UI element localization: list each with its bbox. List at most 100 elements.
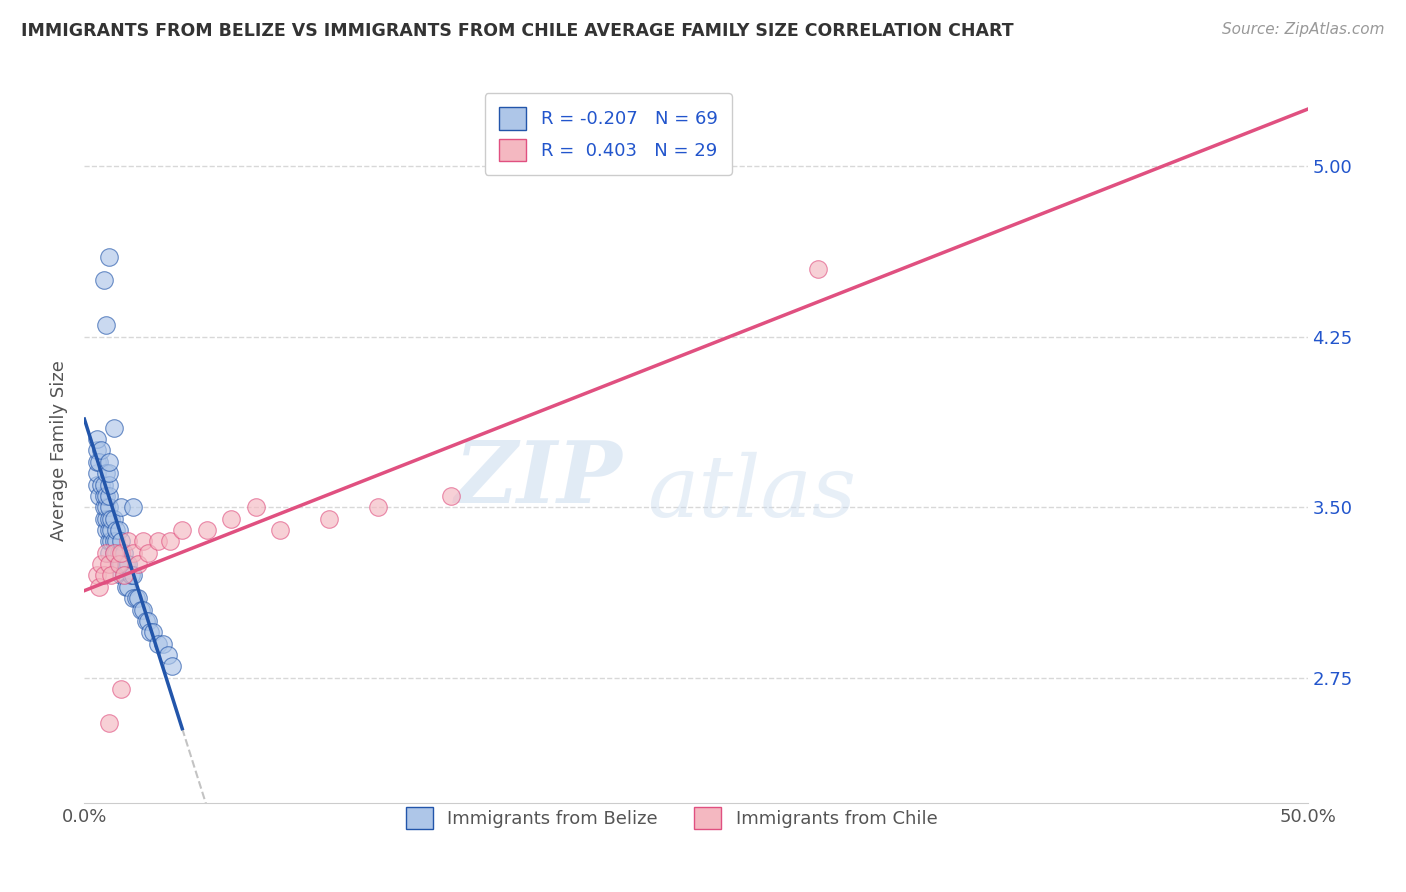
Point bbox=[96, 511, 118, 525]
Point bbox=[129, 602, 152, 616]
Point bbox=[96, 466, 118, 480]
Text: Source: ZipAtlas.com: Source: ZipAtlas.com bbox=[1222, 22, 1385, 37]
Point bbox=[96, 500, 118, 515]
Point bbox=[132, 534, 155, 549]
Point bbox=[127, 591, 149, 606]
Point bbox=[139, 625, 162, 640]
Point bbox=[97, 557, 120, 571]
Point bbox=[86, 477, 108, 491]
Point bbox=[172, 523, 194, 537]
Point bbox=[87, 580, 110, 594]
Point bbox=[107, 557, 129, 571]
Point bbox=[90, 443, 112, 458]
Point bbox=[156, 648, 179, 662]
Point bbox=[122, 568, 145, 582]
Point bbox=[97, 523, 120, 537]
Point bbox=[96, 546, 118, 560]
Point bbox=[107, 557, 129, 571]
Point bbox=[93, 477, 115, 491]
Point bbox=[93, 489, 115, 503]
Point bbox=[86, 455, 108, 469]
Point bbox=[135, 614, 157, 628]
Point bbox=[142, 625, 165, 640]
Point bbox=[146, 534, 169, 549]
Point bbox=[110, 546, 132, 560]
Point bbox=[103, 534, 125, 549]
Point bbox=[136, 546, 159, 560]
Point bbox=[86, 432, 108, 446]
Point bbox=[807, 261, 830, 276]
Point bbox=[105, 546, 128, 560]
Point bbox=[97, 455, 120, 469]
Point bbox=[152, 637, 174, 651]
Point bbox=[132, 602, 155, 616]
Point bbox=[97, 546, 120, 560]
Point bbox=[125, 591, 148, 606]
Point bbox=[122, 591, 145, 606]
Point bbox=[103, 546, 125, 560]
Point bbox=[96, 523, 118, 537]
Point bbox=[110, 534, 132, 549]
Point bbox=[117, 580, 139, 594]
Point bbox=[87, 489, 110, 503]
Point bbox=[100, 534, 122, 549]
Point bbox=[112, 568, 135, 582]
Point bbox=[90, 477, 112, 491]
Point bbox=[146, 637, 169, 651]
Point bbox=[103, 546, 125, 560]
Point bbox=[117, 557, 139, 571]
Point bbox=[110, 500, 132, 515]
Point bbox=[105, 534, 128, 549]
Point bbox=[93, 500, 115, 515]
Y-axis label: Average Family Size: Average Family Size bbox=[51, 360, 69, 541]
Point bbox=[97, 716, 120, 731]
Point bbox=[120, 568, 142, 582]
Point bbox=[97, 489, 120, 503]
Point bbox=[115, 580, 138, 594]
Point bbox=[107, 546, 129, 560]
Text: ZIP: ZIP bbox=[454, 437, 623, 520]
Point bbox=[97, 466, 120, 480]
Point bbox=[195, 523, 218, 537]
Point bbox=[127, 557, 149, 571]
Point bbox=[86, 466, 108, 480]
Point bbox=[100, 511, 122, 525]
Point bbox=[97, 511, 120, 525]
Point bbox=[115, 557, 138, 571]
Point bbox=[122, 500, 145, 515]
Point bbox=[110, 568, 132, 582]
Text: atlas: atlas bbox=[647, 451, 856, 534]
Point bbox=[97, 477, 120, 491]
Point bbox=[136, 614, 159, 628]
Point bbox=[93, 511, 115, 525]
Point bbox=[117, 534, 139, 549]
Point bbox=[269, 523, 291, 537]
Point bbox=[103, 511, 125, 525]
Legend: Immigrants from Belize, Immigrants from Chile: Immigrants from Belize, Immigrants from … bbox=[391, 792, 952, 843]
Point bbox=[100, 568, 122, 582]
Point bbox=[162, 659, 184, 673]
Point bbox=[86, 568, 108, 582]
Point bbox=[105, 523, 128, 537]
Point bbox=[112, 546, 135, 560]
Point bbox=[219, 511, 242, 525]
Text: IMMIGRANTS FROM BELIZE VS IMMIGRANTS FROM CHILE AVERAGE FAMILY SIZE CORRELATION : IMMIGRANTS FROM BELIZE VS IMMIGRANTS FRO… bbox=[21, 22, 1014, 40]
Point bbox=[159, 534, 181, 549]
Point bbox=[440, 489, 463, 503]
Point bbox=[318, 511, 340, 525]
Point bbox=[93, 273, 115, 287]
Point bbox=[110, 682, 132, 697]
Point bbox=[97, 500, 120, 515]
Point bbox=[96, 489, 118, 503]
Point bbox=[367, 500, 389, 515]
Point bbox=[110, 557, 132, 571]
Point bbox=[96, 318, 118, 333]
Point bbox=[90, 557, 112, 571]
Point bbox=[112, 568, 135, 582]
Point bbox=[107, 523, 129, 537]
Point bbox=[97, 250, 120, 264]
Point bbox=[87, 455, 110, 469]
Point bbox=[93, 568, 115, 582]
Point bbox=[103, 421, 125, 435]
Point bbox=[86, 443, 108, 458]
